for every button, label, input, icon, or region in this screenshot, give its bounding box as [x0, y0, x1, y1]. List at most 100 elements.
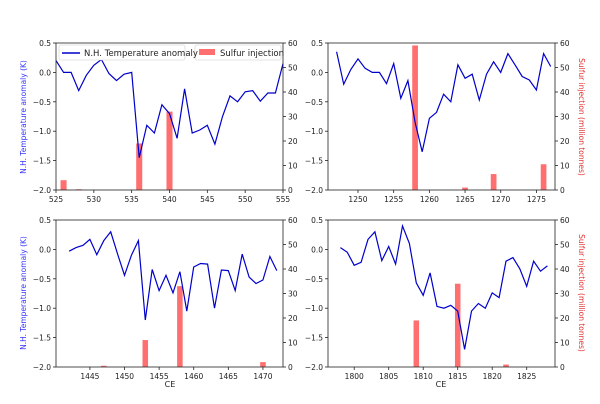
y-tick-label-left: −1.0 [305, 304, 323, 313]
x-tick-label: 1255 [384, 195, 403, 204]
y-tick-label-left: −2.0 [305, 363, 323, 372]
subplot-4: −2.0 −1.5 −1.0 −0.5 0.0 0.5 0 10 20 30 40 50 60 1800 1… [305, 216, 570, 381]
x-tick-label: 1800 [345, 372, 364, 381]
y-tick-label-right: 20 [560, 137, 570, 146]
y-tick-label-left: 0.5 [311, 216, 323, 225]
x-tick-label: 1465 [219, 372, 238, 381]
temperature-line [340, 223, 548, 350]
y-tick-label-left: −1.5 [305, 157, 323, 166]
xlabel-right: CE [436, 380, 447, 389]
x-tick-label: 1275 [527, 195, 546, 204]
y-tick-label-left: −2.0 [305, 186, 323, 195]
y-tick-label-right: 50 [560, 64, 570, 73]
y-tick-label-left: −1.0 [305, 127, 323, 136]
y-tick-label-left: −0.5 [305, 98, 323, 107]
y-tick-label-right: 60 [288, 39, 298, 48]
sulfur-bar [177, 286, 183, 367]
subplot-3: −2.0 −1.5 −1.0 −0.5 0.0 0.5 0 10 20 30 40 50 60 1445 1… [33, 216, 298, 381]
legend-bar-box [194, 44, 282, 61]
ylabel-left-bottom: N.H. Temperature anomaly (K) [19, 236, 28, 350]
y-tick-label-left: −0.5 [33, 98, 51, 107]
sulfur-bar [142, 340, 149, 367]
y-tick-label-left: 0.0 [311, 245, 323, 254]
y-tick-label-left: −0.5 [305, 275, 323, 284]
x-tick-label: 1260 [420, 195, 439, 204]
y-tick-label-left: 0.0 [39, 245, 51, 254]
y-tick-label-left: −1.5 [305, 334, 323, 343]
y-tick-label-left: −1.0 [33, 304, 51, 313]
y-tick-label-right: 30 [288, 113, 298, 122]
y-tick-label-right: 40 [560, 88, 570, 97]
x-tick-label: 535 [125, 195, 140, 204]
y-tick-label-left: −0.5 [33, 275, 51, 284]
y-tick-label-right: 60 [560, 39, 570, 48]
ylabel-right-bottom: Sulfur injection (million tonnes) [577, 234, 586, 352]
y-tick-label-right: 10 [560, 339, 570, 348]
x-tick-label: 1455 [150, 372, 169, 381]
sulfur-bar [490, 174, 497, 190]
x-tick-label: 1805 [379, 372, 398, 381]
y-tick-label-right: 0 [560, 186, 565, 195]
axes-frame [327, 219, 556, 368]
y-tick-label-left: −1.0 [33, 127, 51, 136]
x-tick-label: 1265 [456, 195, 475, 204]
y-tick-label-right: 10 [288, 162, 298, 171]
y-tick-label-left: 0.5 [39, 216, 51, 225]
x-tick-label: 1460 [184, 372, 203, 381]
y-tick-label-right: 50 [288, 241, 298, 250]
x-tick-label: 1470 [253, 372, 272, 381]
y-tick-label-right: 60 [288, 216, 298, 225]
y-tick-label-right: 0 [288, 363, 293, 372]
x-tick-label: 540 [162, 195, 177, 204]
y-tick-label-right: 40 [560, 265, 570, 274]
axes-frame [55, 219, 284, 368]
y-tick-label-right: 30 [560, 290, 570, 299]
sulfur-bar [60, 180, 67, 190]
sulfur-bar [260, 362, 266, 367]
x-tick-label: 1810 [414, 372, 433, 381]
sulfur-bar [413, 320, 420, 367]
x-tick-label: 525 [49, 195, 64, 204]
y-tick-label-left: 0.5 [39, 39, 51, 48]
y-tick-label-right: 50 [560, 241, 570, 250]
x-tick-label: 1445 [80, 372, 99, 381]
y-tick-label-left: −1.5 [33, 334, 51, 343]
y-tick-label-left: 0.0 [39, 68, 51, 77]
y-tick-label-right: 0 [560, 363, 565, 372]
xlabel-left: CE [165, 380, 176, 389]
sulfur-bar [503, 364, 509, 367]
subplot-2: −2.0 −1.5 −1.0 −0.5 0.0 0.5 0 10 20 30 40 50 60 1250 1… [305, 39, 570, 204]
y-tick-label-right: 20 [560, 314, 570, 323]
temperature-line [68, 230, 278, 321]
y-tick-label-right: 30 [560, 113, 570, 122]
y-tick-label-right: 20 [288, 137, 298, 146]
y-tick-label-right: 40 [288, 265, 298, 274]
y-tick-label-right: 40 [288, 88, 298, 97]
y-tick-label-right: 0 [288, 186, 293, 195]
y-tick-label-left: 0.5 [311, 39, 323, 48]
y-tick-label-right: 50 [288, 64, 298, 73]
legend-line-box [58, 44, 186, 61]
y-tick-label-left: −2.0 [33, 186, 51, 195]
sulfur-bar [540, 164, 547, 190]
x-tick-label: 1270 [491, 195, 510, 204]
x-tick-label: 1250 [348, 195, 367, 204]
legend-bar-swatch [199, 49, 215, 55]
sulfur-bar [462, 187, 468, 190]
temperature-line [336, 51, 552, 152]
legend-bar-label: Sulfur injection [220, 49, 284, 59]
sulfur-bar [166, 111, 173, 190]
x-tick-label: 1825 [517, 372, 536, 381]
x-tick-label: 530 [87, 195, 102, 204]
ylabel-left-top: N.H. Temperature anomaly (K) [19, 60, 28, 174]
y-tick-label-right: 10 [560, 162, 570, 171]
y-tick-label-left: −2.0 [33, 363, 51, 372]
y-tick-label-left: 0.0 [311, 68, 323, 77]
legend-line-label: N.H. Temperature anomaly [84, 49, 198, 59]
sulfur-bar [412, 45, 418, 191]
y-tick-label-right: 10 [288, 339, 298, 348]
sulfur-bar [136, 143, 143, 190]
sulfur-bar [100, 365, 107, 367]
x-tick-label: 555 [276, 195, 291, 204]
